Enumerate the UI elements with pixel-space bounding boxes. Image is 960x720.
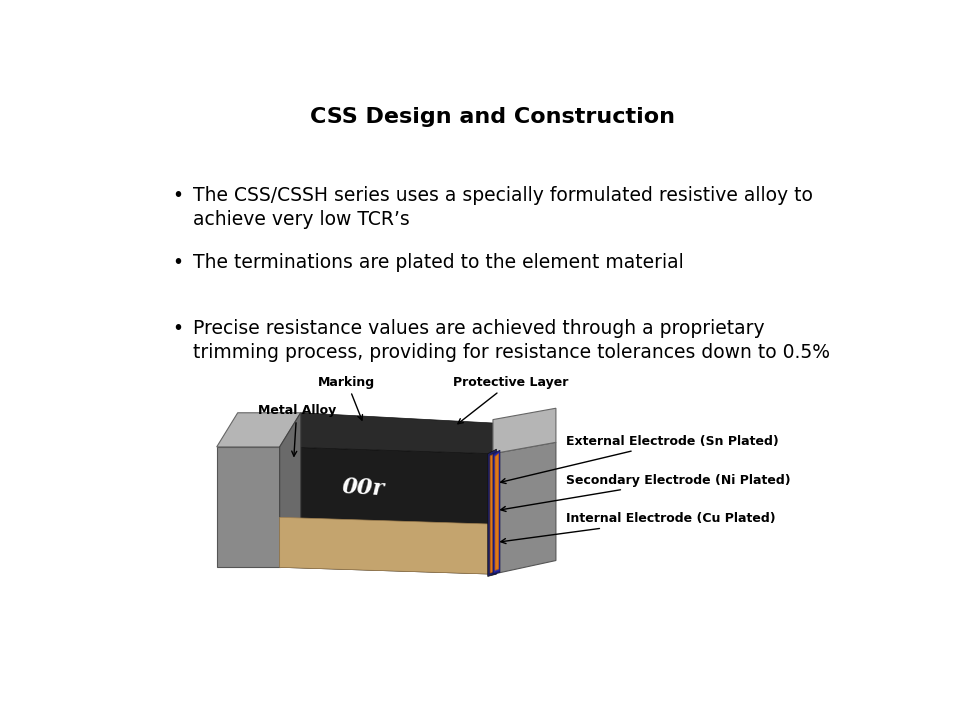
Text: Marking: Marking <box>319 376 375 420</box>
Polygon shape <box>494 452 499 572</box>
Text: •: • <box>172 253 183 271</box>
Polygon shape <box>488 449 496 577</box>
Polygon shape <box>279 413 514 454</box>
Polygon shape <box>279 413 300 567</box>
Text: •: • <box>172 186 183 205</box>
Text: CSS Design and Construction: CSS Design and Construction <box>309 107 675 127</box>
Text: Precise resistance values are achieved through a proprietary
trimming process, p: Precise resistance values are achieved t… <box>193 319 829 362</box>
Polygon shape <box>279 447 493 574</box>
Text: The CSS/CSSH series uses a specially formulated resistive alloy to
achieve very : The CSS/CSSH series uses a specially for… <box>193 186 813 230</box>
Text: External Electrode (Sn Plated): External Electrode (Sn Plated) <box>501 435 780 484</box>
Text: •: • <box>172 319 183 338</box>
Polygon shape <box>493 442 556 574</box>
Text: Internal Electrode (Cu Plated): Internal Electrode (Cu Plated) <box>501 513 776 544</box>
Text: Metal Alloy: Metal Alloy <box>257 404 336 456</box>
Polygon shape <box>495 454 498 570</box>
Polygon shape <box>217 413 300 447</box>
Text: Protective Layer: Protective Layer <box>453 376 568 424</box>
Text: The terminations are plated to the element material: The terminations are plated to the eleme… <box>193 253 684 271</box>
Text: 00r: 00r <box>342 476 386 500</box>
Polygon shape <box>279 518 493 574</box>
Polygon shape <box>493 408 556 454</box>
Polygon shape <box>491 453 496 573</box>
Text: Secondary Electrode (Ni Plated): Secondary Electrode (Ni Plated) <box>501 474 791 511</box>
Polygon shape <box>217 447 279 567</box>
Polygon shape <box>493 450 500 574</box>
